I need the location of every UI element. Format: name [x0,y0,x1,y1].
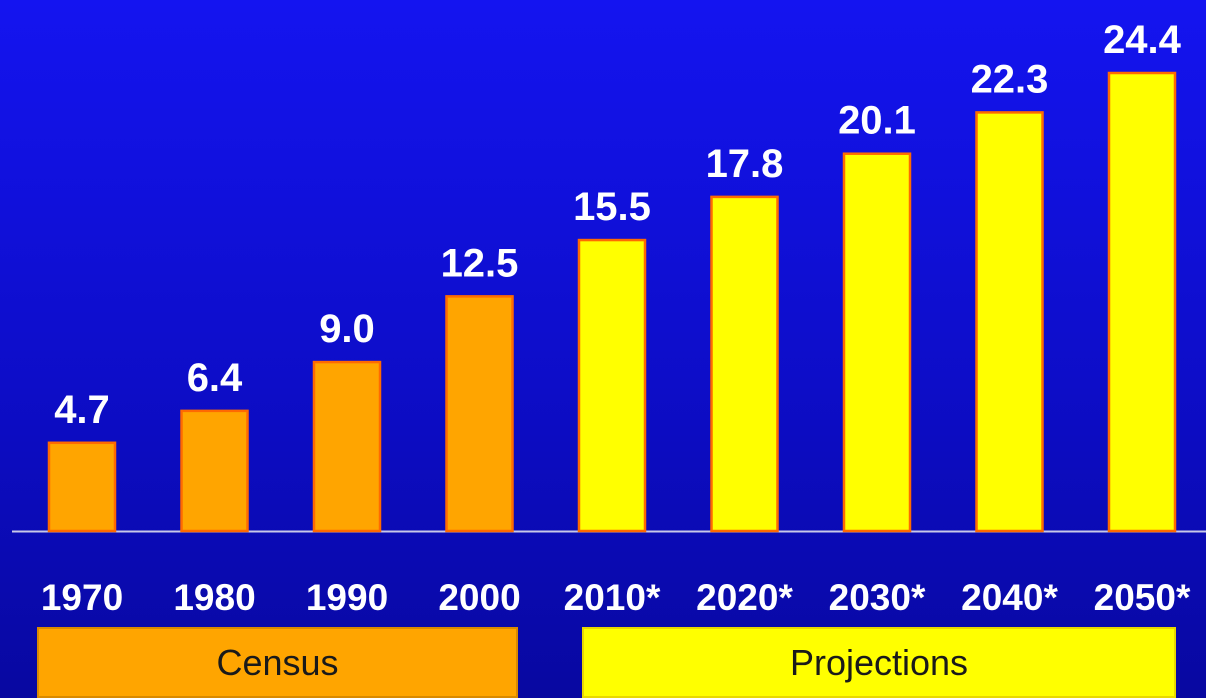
legend-projections: Projections [582,627,1176,698]
bar-2000 [445,295,514,533]
x-tick-label-2040: 2040* [961,577,1058,618]
legend-census: Census [37,627,518,698]
bar-2040 [975,111,1044,533]
bar-value-label-2000: 12.5 [441,241,519,285]
x-tick-label-1980: 1980 [173,577,255,618]
bar-2030 [842,152,912,533]
bar-value-label-1990: 9.0 [319,307,375,351]
x-tick-label-2050: 2050* [1094,577,1191,618]
bar-value-label-2010: 15.5 [573,185,651,229]
bar-2050 [1107,71,1177,533]
bar-2020 [710,195,779,533]
x-tick-label-1990: 1990 [306,577,388,618]
x-tick-labels-group: 1970 1980 1990 2000 2010* 2020* 2030* 2040* 2050… [41,577,1191,618]
x-tick-label-2010: 2010* [564,577,661,618]
x-tick-label-2020: 2020* [696,577,793,618]
bar-value-label-2030: 20.1 [838,99,916,143]
x-tick-label-2000: 2000 [438,577,520,618]
bar-value-label-2050: 24.4 [1103,18,1182,62]
bar-1970 [47,441,117,533]
legend-census-label: Census [216,641,339,683]
bars-group [47,71,1177,533]
x-tick-label-2030: 2030* [829,577,926,618]
bar-value-label-1980: 6.4 [187,356,243,400]
bar-value-labels-group: 4.7 6.4 9.0 12.5 15.5 17.8 20.1 22.3 24.4 [54,18,1181,432]
legend-projections-label: Projections [789,641,969,683]
bar-value-label-2020: 17.8 [706,142,784,186]
bar-2010 [577,238,647,533]
bar-value-label-1970: 4.7 [54,388,110,432]
x-tick-label-1970: 1970 [41,577,123,618]
bar-1990 [312,360,382,533]
bar-value-label-2040: 22.3 [971,57,1049,101]
bar-1980 [180,409,249,533]
